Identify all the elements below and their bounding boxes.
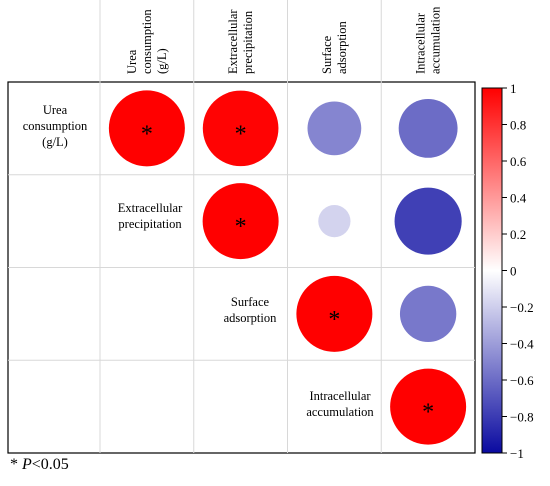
column-label: Intracellular accumulation bbox=[414, 6, 443, 74]
footnote-star: * bbox=[10, 456, 18, 473]
correlation-circle bbox=[307, 101, 362, 156]
row-label-line: Extracellular bbox=[118, 201, 183, 215]
row-labels: Urea consumption (g/L) Extracellular precipi… bbox=[23, 103, 375, 419]
colorbar-tick-label: 1 bbox=[510, 81, 517, 96]
column-label-line: consumption bbox=[140, 9, 154, 74]
column-label: Extracellular precipitation bbox=[226, 9, 255, 74]
colorbar-tick-label: 0.2 bbox=[510, 227, 526, 242]
colorbar-tick-label: 0.8 bbox=[510, 118, 526, 133]
column-label-line: precipitation bbox=[241, 10, 255, 74]
row-label: Extracellular precipitation bbox=[118, 201, 183, 231]
column-label-line: Extracellular bbox=[226, 9, 240, 74]
colorbar-tick-label: −0.8 bbox=[510, 410, 534, 425]
row-label-line: precipitation bbox=[118, 217, 182, 231]
row-label-line: (g/L) bbox=[42, 135, 68, 149]
correlation-circle bbox=[108, 90, 185, 167]
colorbar-tick-label: −1 bbox=[510, 446, 524, 461]
row-label-line: Intracellular bbox=[309, 389, 371, 403]
row-label-line: consumption bbox=[23, 119, 88, 133]
significance-star: * bbox=[422, 400, 434, 426]
correlation-circle bbox=[398, 98, 458, 158]
row-label: Intracellular accumulation bbox=[306, 389, 374, 419]
column-label-line: Intracellular bbox=[414, 12, 428, 74]
colorbar-tick-label: −0.6 bbox=[510, 373, 534, 388]
column-label-line: Surface bbox=[320, 35, 334, 74]
correlation-circles: * * * * * bbox=[108, 90, 467, 445]
column-labels: Urea consumption (g/L) Extracellular precipi… bbox=[125, 6, 443, 74]
colorbar-tick-label: 0.4 bbox=[510, 191, 527, 206]
column-label-line: accumulation bbox=[429, 6, 443, 74]
colorbar: 1 0.8 0.6 0.4 0.2 0 −0.2 −0.4 −0.6 −0.8 −1 bbox=[481, 81, 534, 461]
significance-star: * bbox=[141, 121, 153, 147]
row-label-line: Surface bbox=[231, 295, 270, 309]
colorbar-tick-label: 0 bbox=[510, 264, 517, 279]
row-label: Urea consumption (g/L) bbox=[23, 103, 88, 149]
correlation-circle bbox=[202, 90, 279, 167]
colorbar-tick-label: −0.4 bbox=[510, 337, 534, 352]
column-label-line: adsorption bbox=[335, 20, 349, 74]
row-label-line: accumulation bbox=[306, 405, 374, 419]
significance-footnote: * P<0.05 bbox=[10, 456, 69, 474]
row-label-line: adsorption bbox=[224, 311, 278, 325]
column-label-line: (g/L) bbox=[155, 48, 169, 74]
colorbar-gradient bbox=[481, 87, 503, 454]
correlation-circle bbox=[390, 368, 467, 445]
column-label-line: Urea bbox=[125, 49, 139, 74]
significance-star: * bbox=[328, 307, 340, 333]
footnote-threshold: <0.05 bbox=[31, 456, 69, 473]
row-label-line: Urea bbox=[43, 103, 68, 117]
column-label: Urea consumption (g/L) bbox=[125, 9, 169, 74]
grid-lines bbox=[7, 0, 476, 454]
correlation-circle bbox=[296, 275, 373, 352]
footnote-p-symbol: P bbox=[22, 456, 32, 473]
column-label: Surface adsorption bbox=[320, 20, 349, 74]
colorbar-tick-label: −0.2 bbox=[510, 300, 534, 315]
colorbar-tick-label: 0.6 bbox=[510, 154, 527, 169]
correlation-circle bbox=[202, 183, 279, 260]
significance-star: * bbox=[235, 214, 247, 240]
row-label: Surface adsorption bbox=[224, 295, 278, 325]
correlation-circle bbox=[318, 205, 351, 238]
correlation-circle bbox=[394, 187, 462, 255]
correlation-circle bbox=[399, 285, 457, 343]
significance-star: * bbox=[235, 121, 247, 147]
